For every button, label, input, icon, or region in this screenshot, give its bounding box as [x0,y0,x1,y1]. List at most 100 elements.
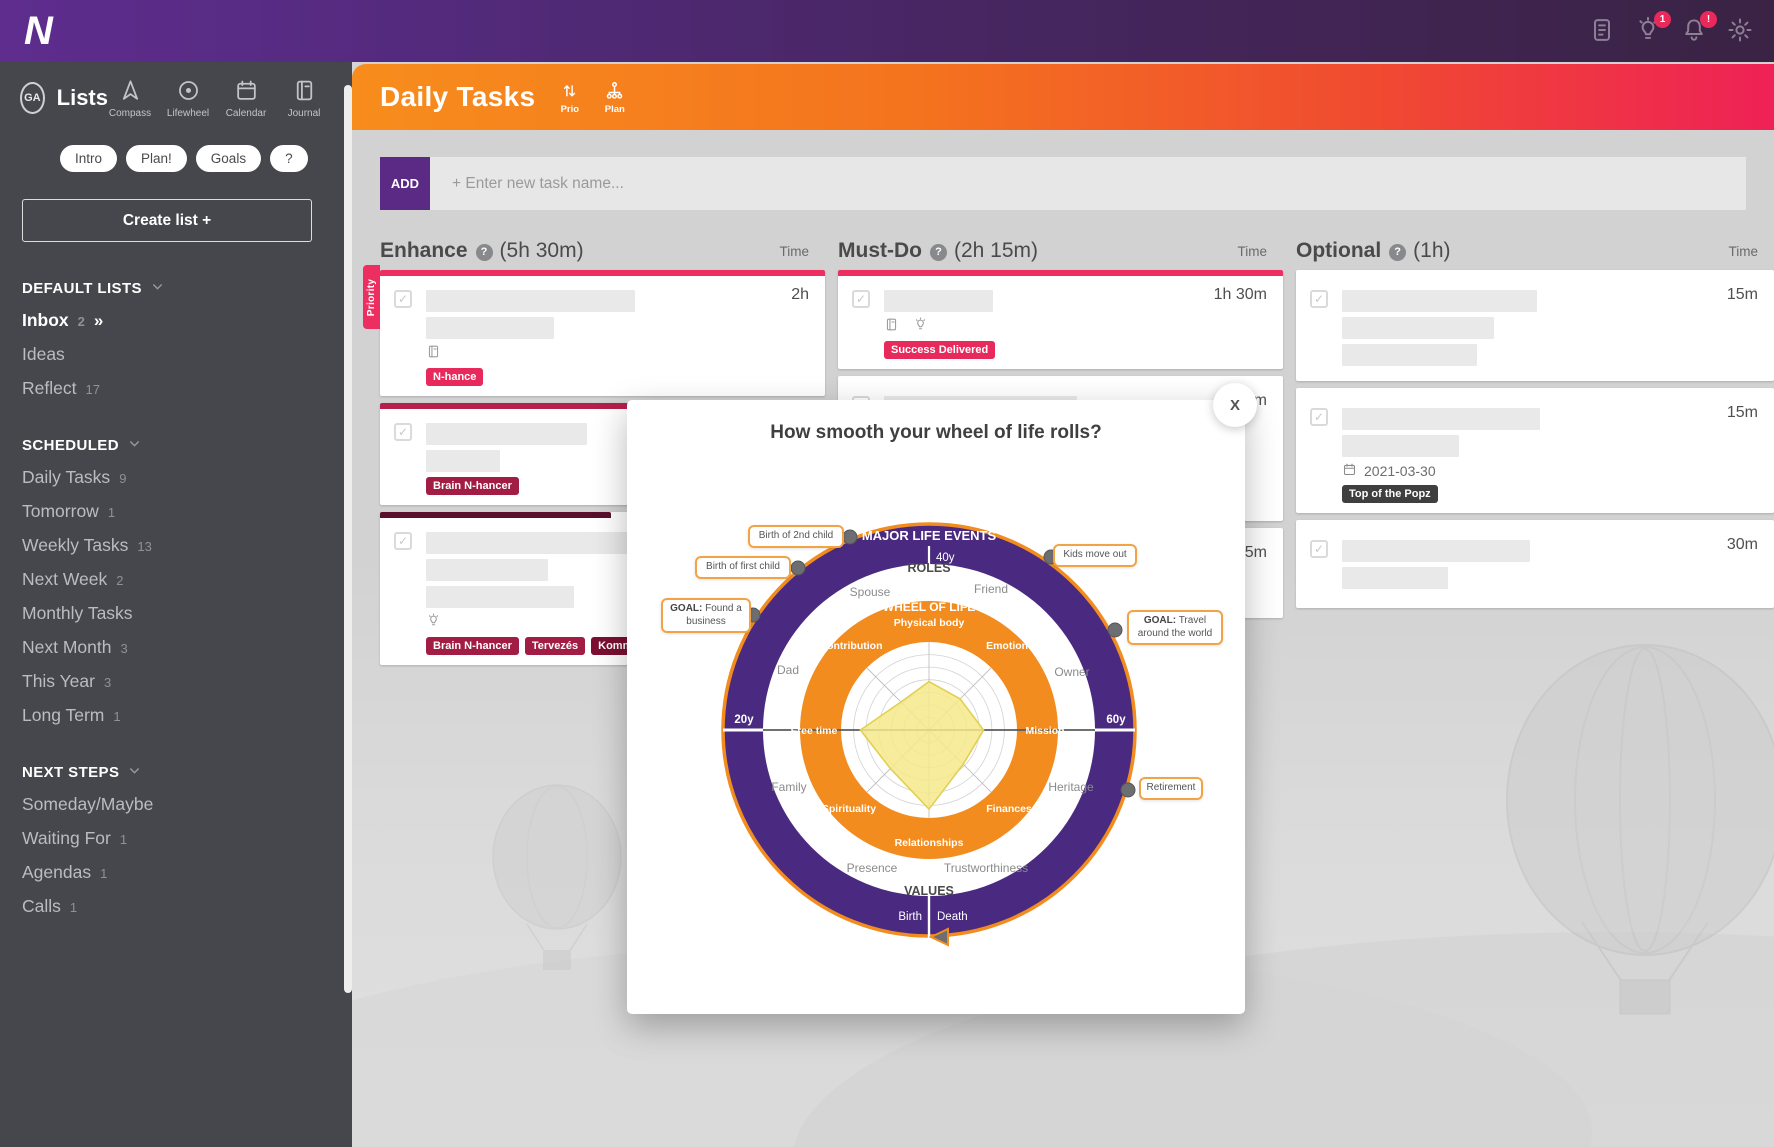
header-tool-label: Plan [604,103,625,115]
journal-icon [292,78,317,108]
sidebar-item-reflect[interactable]: Reflect 17 [22,378,352,399]
plan-icon [604,80,625,104]
task-tag[interactable]: Top of the Popz [1342,485,1438,503]
list-count: 3 [103,675,112,690]
sidebar-item-daily-tasks[interactable]: Daily Tasks 9 [22,467,352,488]
task-time-estimate: 30m [1726,536,1758,553]
new-task-input[interactable] [430,157,1746,210]
column-header: Enhance ? (5h 30m) Time [380,234,825,268]
sidebar-tool-lifewheel[interactable]: Lifewheel [166,78,210,119]
redacted-task-text [1342,317,1495,339]
help-icon[interactable]: ? [475,243,493,261]
sidebar-item-tomorrow[interactable]: Tomorrow 1 [22,501,352,522]
sidebar-section-header[interactable]: SCHEDULED [22,437,352,454]
sidebar-tool-compass[interactable]: Compass [108,78,152,119]
task-content: Brain N-hancer Tervezés Kommu [426,532,811,655]
redacted-task-text [1342,435,1459,457]
task-time-estimate: 2h [791,286,809,303]
list-label: This Year [22,671,95,691]
task-content [1342,290,1760,371]
notification-badge: 1 [1654,11,1671,28]
create-list-button[interactable]: Create list + [22,199,312,242]
column-name: Enhance [380,239,468,262]
check-icon: ✓ [1313,292,1325,306]
sidebar-item-agendas[interactable]: Agendas 1 [22,862,352,883]
board-header-tools: Prio Plan [535,80,625,115]
task-checkbox[interactable]: ✓ [394,290,412,308]
sidebar-item-next-month[interactable]: Next Month 3 [22,637,352,658]
sidebar-item-this-year[interactable]: This Year 3 [22,671,352,692]
sidebar-item-calls[interactable]: Calls 1 [22,896,352,917]
redacted-task-text [426,559,548,581]
task-card[interactable]: ✓ 30m [1296,520,1774,608]
svg-text:Emotions: Emotions [986,640,1034,652]
due-date: 2021-03-30 [1364,463,1436,479]
task-checkbox[interactable]: ✓ [852,290,870,308]
svg-text:ROLES: ROLES [907,561,950,575]
list-label: Tomorrow [22,501,99,521]
lightbulb-icon[interactable]: 1 [1634,11,1671,46]
avatar[interactable]: GA [20,82,45,114]
redacted-task-text [426,423,587,445]
scroll-icon[interactable] [1588,16,1618,46]
sidebar-scrollbar[interactable] [344,85,352,993]
sidebar-item-someday-maybe[interactable]: Someday/Maybe [22,794,352,815]
time-column-header: Time [1237,243,1268,259]
close-icon[interactable]: X [1213,383,1257,427]
sidebar-item-inbox[interactable]: Inbox 2 » [22,310,352,331]
sidebar-section-header[interactable]: DEFAULT LISTS [22,280,352,297]
sidebar-section-header[interactable]: NEXT STEPS [22,764,352,781]
task-tag[interactable]: N-hance [426,368,484,386]
task-card[interactable]: ✓ 15m [1296,270,1774,381]
header-tool-prio[interactable]: Prio [559,80,580,115]
lightbulb-icon [913,317,928,337]
section-title: SCHEDULED [22,437,119,454]
help-icon[interactable]: ? [929,243,947,261]
sidebar-item-monthly-tasks[interactable]: Monthly Tasks [22,603,352,624]
task-tag[interactable]: Brain N-hancer [426,637,519,655]
svg-text:Friend: Friend [974,582,1008,596]
task-card[interactable]: Priority ✓ N-hance 2h [363,265,825,396]
task-tag[interactable]: Tervezés [524,637,586,655]
pill-button[interactable]: Goals [195,145,262,172]
sidebar-tool-label: Journal [287,108,321,119]
pill-button[interactable]: Intro [60,145,118,172]
sidebar-tool-journal[interactable]: Journal [282,78,326,119]
task-tag[interactable]: Brain N-hancer [426,477,519,495]
sidebar-item-long-term[interactable]: Long Term 1 [22,705,352,726]
sidebar-section: NEXT STEPS Someday/Maybe Waiting For 1 A… [0,764,352,917]
task-card[interactable]: ✓ 2021-03-30 Top of the Popz 15m [1296,388,1774,513]
task-checkbox[interactable]: ✓ [1310,290,1328,308]
sidebar-sections: DEFAULT LISTS Inbox 2 » Ideas Reflect 17… [0,280,352,917]
pill-button[interactable]: ? [270,145,308,172]
sidebar-item-weekly-tasks[interactable]: Weekly Tasks 13 [22,535,352,556]
task-checkbox[interactable]: ✓ [394,423,412,441]
header-tool-plan[interactable]: Plan [604,80,625,115]
sidebar-tool-label: Compass [108,108,152,119]
task-checkbox[interactable]: ✓ [394,532,412,550]
task-checkbox[interactable]: ✓ [1310,408,1328,426]
page-title: Daily Tasks [380,81,536,112]
sidebar-item-waiting-for[interactable]: Waiting For 1 [22,828,352,849]
list-label: Calls [22,896,61,916]
pill-button[interactable]: Plan! [126,145,187,172]
sidebar-tool-calendar[interactable]: Calendar [224,78,268,119]
chevron-down-icon [128,764,141,781]
add-task-button[interactable]: ADD [380,157,430,210]
sidebar-item-ideas[interactable]: Ideas [22,344,352,365]
bell-icon[interactable]: ! [1680,11,1717,46]
app-logo[interactable]: N [24,8,53,53]
task-checkbox[interactable]: ✓ [1310,540,1328,558]
list-label: Waiting For [22,828,111,848]
list-count: 17 [85,382,100,397]
task-tag[interactable]: Success Delivered [884,341,996,359]
check-icon: ✓ [397,425,409,439]
list-count: 9 [119,471,127,486]
sidebar-item-next-week[interactable]: Next Week 2 [22,569,352,590]
journal-icon [884,317,899,337]
sidebar-pills: Intro Plan! Goals? [0,119,352,172]
sidebar-header: GA Lists Compass Lifewheel Calendar Jour… [0,62,352,119]
gear-icon[interactable] [1726,16,1756,46]
task-card[interactable]: ✓ Success Delivered 1h 30m [838,270,1283,369]
help-icon[interactable]: ? [1389,243,1407,261]
